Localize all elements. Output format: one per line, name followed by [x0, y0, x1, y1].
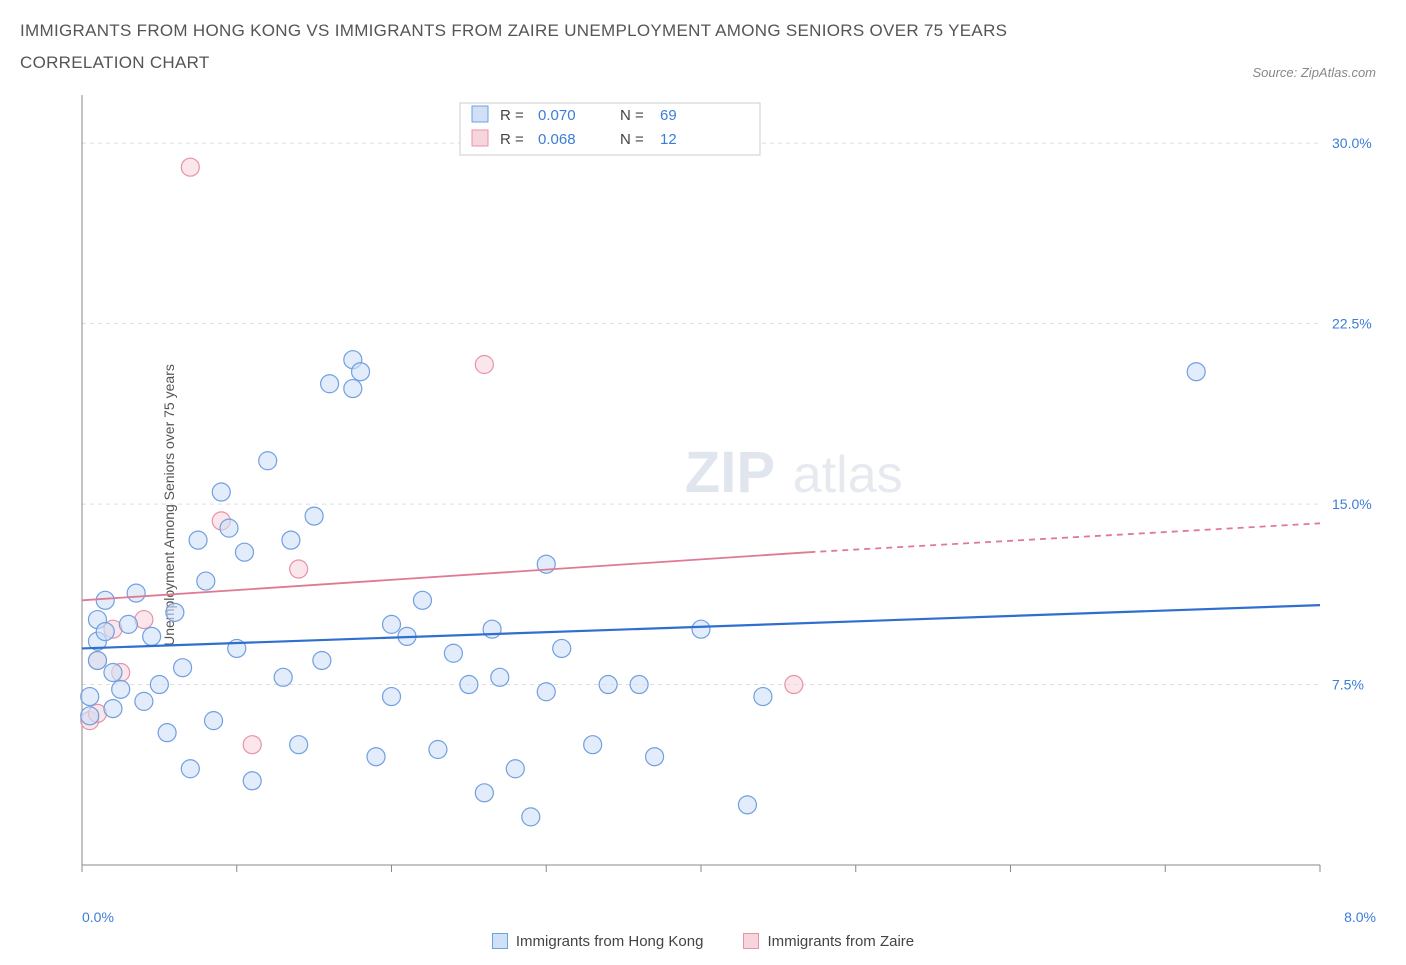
- data-point: [367, 747, 385, 765]
- data-point: [383, 687, 401, 705]
- plot-area: 7.5% 15.0% 22.5% 30.0% ZIP atlas R = 0.070 N = 69…: [20, 85, 1386, 905]
- legend-item: Immigrants from Hong Kong: [492, 933, 704, 950]
- legend-label: Immigrants from Hong Kong: [516, 933, 704, 950]
- data-point: [235, 543, 253, 561]
- data-point: [738, 795, 756, 813]
- data-point: [88, 651, 106, 669]
- scatter-chart: 7.5% 15.0% 22.5% 30.0% ZIP atlas R = 0.070 N = 69…: [20, 85, 1386, 905]
- data-point: [112, 680, 130, 698]
- data-point: [413, 591, 431, 609]
- data-point: [81, 706, 99, 724]
- watermark: ZIP: [685, 440, 775, 505]
- data-point: [259, 451, 277, 469]
- data-point: [754, 687, 772, 705]
- data-point: [181, 158, 199, 176]
- legend-n-label: N =: [620, 107, 644, 124]
- chart-container: Unemployment Among Seniors over 75 years…: [20, 85, 1386, 925]
- data-point: [491, 668, 509, 686]
- data-point: [158, 723, 176, 741]
- y-tick-label: 15.0%: [1332, 496, 1372, 512]
- watermark: atlas: [793, 446, 903, 504]
- data-point: [81, 687, 99, 705]
- data-point: [483, 620, 501, 638]
- bottom-row: 0.0% 8.0%: [20, 909, 1386, 925]
- data-point: [692, 620, 710, 638]
- data-point: [630, 675, 648, 693]
- data-point: [444, 644, 462, 662]
- data-point: [135, 692, 153, 710]
- data-point: [243, 771, 261, 789]
- data-point: [274, 668, 292, 686]
- data-point: [166, 603, 184, 621]
- data-point: [282, 531, 300, 549]
- data-point: [212, 483, 230, 501]
- legend-r-label: R =: [500, 131, 524, 148]
- data-point: [429, 740, 447, 758]
- data-point: [290, 560, 308, 578]
- data-point: [1187, 362, 1205, 380]
- data-point: [646, 747, 664, 765]
- data-point: [205, 711, 223, 729]
- data-point: [104, 663, 122, 681]
- y-tick-label: 22.5%: [1332, 315, 1372, 331]
- data-point: [313, 651, 331, 669]
- data-point: [305, 507, 323, 525]
- legend-label: Immigrants from Zaire: [767, 933, 914, 950]
- data-point: [553, 639, 571, 657]
- legend-r-value: 0.068: [538, 131, 576, 148]
- data-point: [584, 735, 602, 753]
- data-point: [321, 374, 339, 392]
- bottom-legend: Immigrants from Hong Kong Immigrants from…: [20, 933, 1386, 950]
- data-point: [344, 379, 362, 397]
- legend-swatch: [743, 933, 759, 949]
- x-max-label: 8.0%: [1344, 909, 1376, 925]
- data-point: [174, 658, 192, 676]
- source-citation: Source: ZipAtlas.com: [1252, 65, 1386, 80]
- data-point: [522, 807, 540, 825]
- data-point: [506, 759, 524, 777]
- data-point: [460, 675, 478, 693]
- data-point: [352, 362, 370, 380]
- trend-line-extrapolated: [809, 523, 1320, 552]
- trend-line: [82, 552, 809, 600]
- data-point: [785, 675, 803, 693]
- data-point: [104, 699, 122, 717]
- trend-line: [82, 605, 1320, 648]
- data-point: [143, 627, 161, 645]
- y-tick-label: 7.5%: [1332, 676, 1364, 692]
- legend-r-label: R =: [500, 107, 524, 124]
- data-point: [537, 682, 555, 700]
- data-point: [96, 622, 114, 640]
- legend-swatch: [492, 933, 508, 949]
- data-point: [119, 615, 137, 633]
- data-point: [189, 531, 207, 549]
- data-point: [150, 675, 168, 693]
- chart-title: IMMIGRANTS FROM HONG KONG VS IMMIGRANTS …: [20, 15, 1120, 80]
- data-point: [127, 584, 145, 602]
- data-point: [290, 735, 308, 753]
- legend-item: Immigrants from Zaire: [743, 933, 914, 950]
- x-axis-range: 0.0% 8.0%: [20, 909, 1386, 925]
- x-min-label: 0.0%: [82, 909, 114, 925]
- legend-n-value: 69: [660, 107, 677, 124]
- data-point: [197, 572, 215, 590]
- y-tick-label: 30.0%: [1332, 135, 1372, 151]
- legend-swatch: [472, 130, 488, 146]
- header: IMMIGRANTS FROM HONG KONG VS IMMIGRANTS …: [20, 15, 1386, 80]
- legend-swatch: [472, 106, 488, 122]
- legend-r-value: 0.070: [538, 107, 576, 124]
- legend-n-label: N =: [620, 131, 644, 148]
- data-point: [96, 591, 114, 609]
- legend-n-value: 12: [660, 131, 677, 148]
- data-point: [220, 519, 238, 537]
- data-point: [475, 355, 493, 373]
- data-point: [383, 615, 401, 633]
- data-point: [181, 759, 199, 777]
- data-point: [243, 735, 261, 753]
- data-point: [475, 783, 493, 801]
- data-point: [599, 675, 617, 693]
